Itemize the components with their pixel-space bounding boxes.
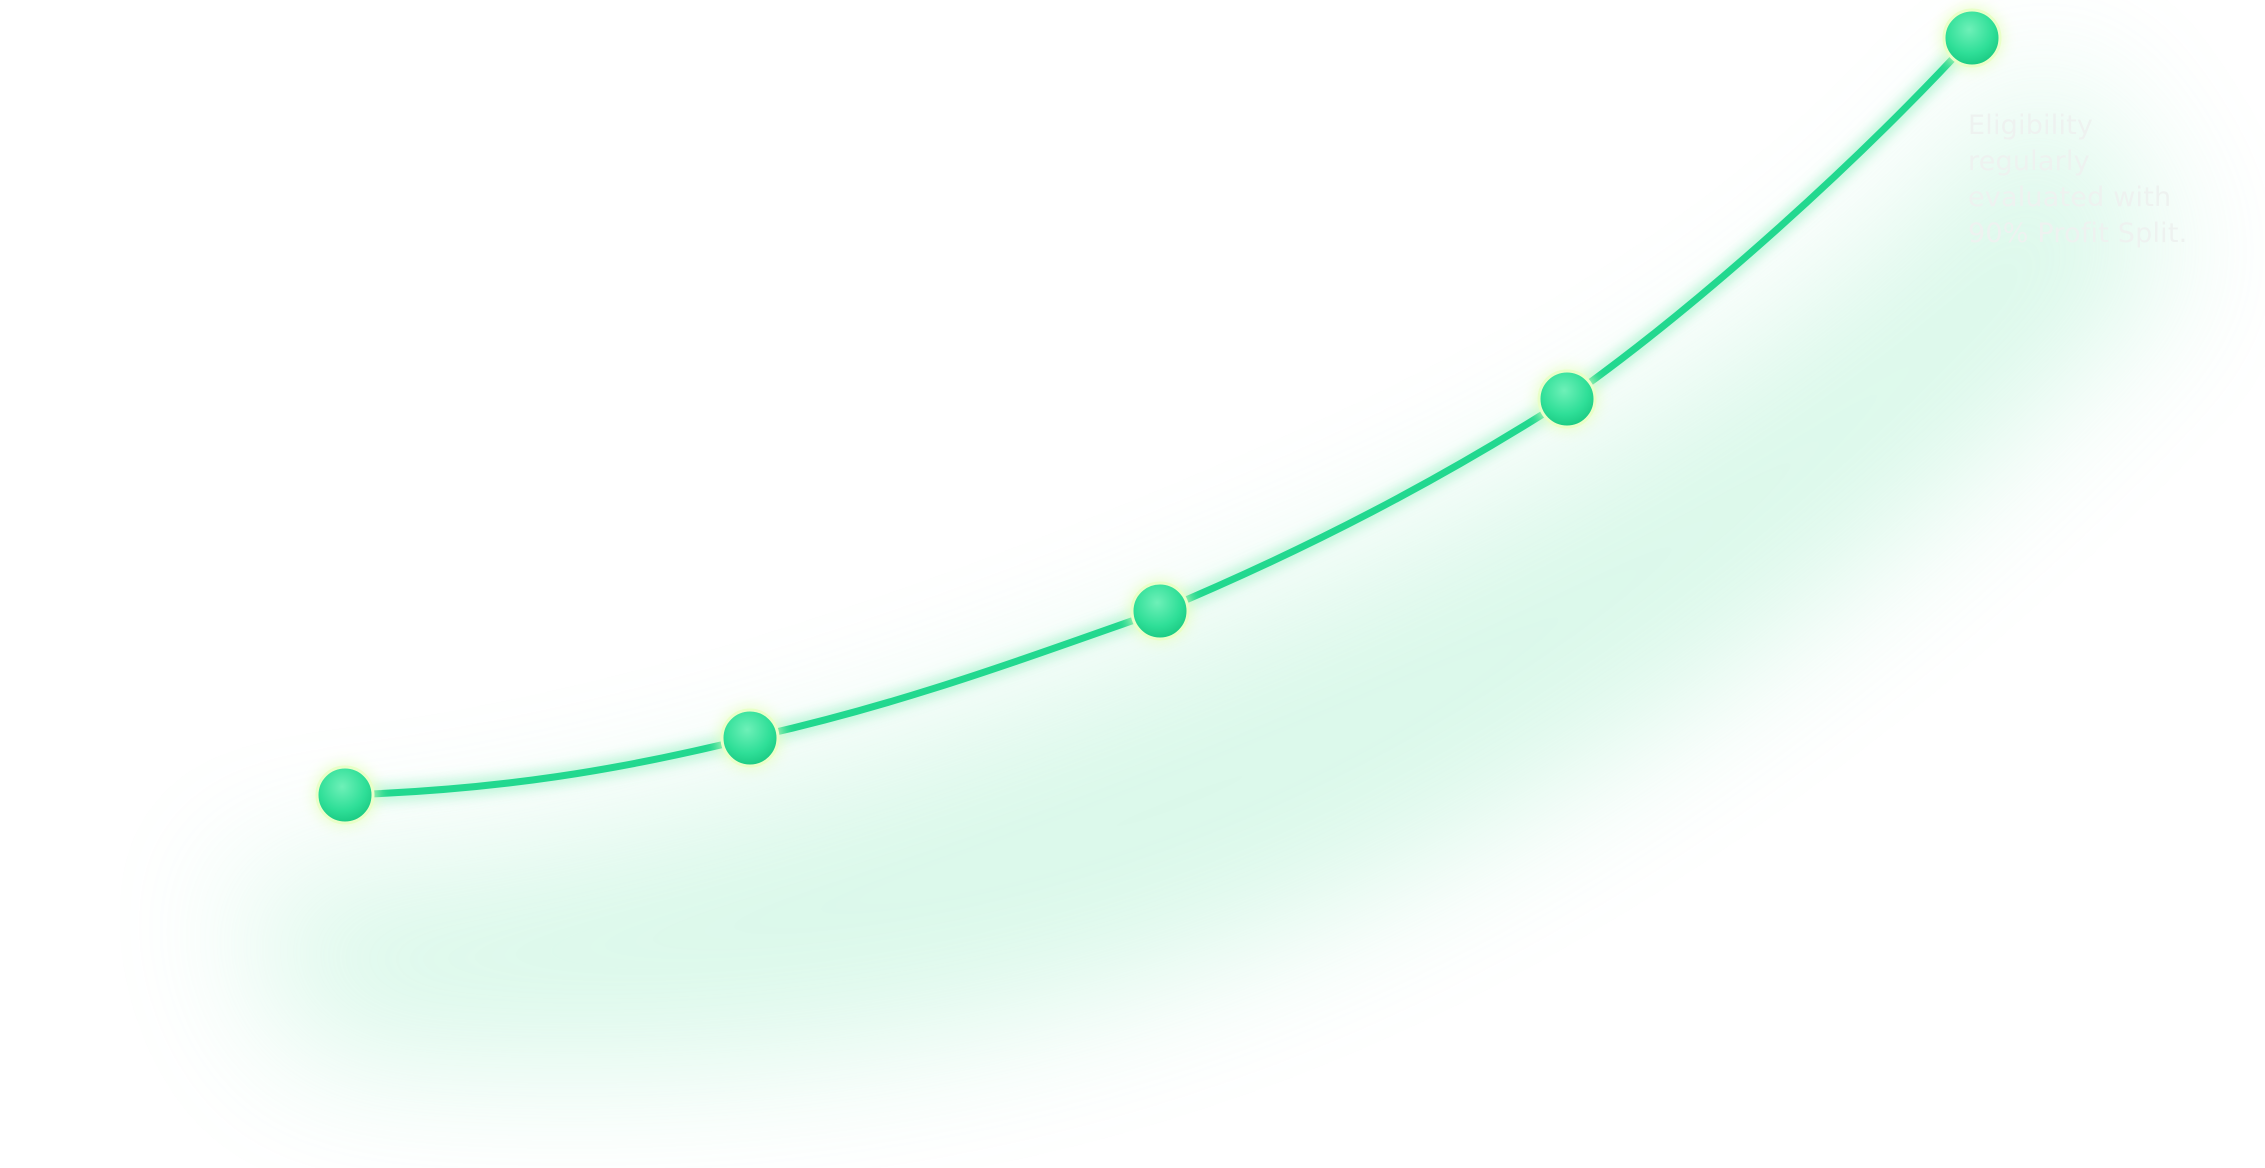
curve-halo [230, 60, 2180, 1068]
step-node-2 [717, 705, 783, 771]
step-node-4 [1534, 366, 1600, 432]
step-node-3 [1127, 578, 1193, 644]
step-nodes [312, 5, 2005, 828]
final-step-text: Eligibility regularly evaluated with 90%… [1968, 110, 2188, 249]
step-node-1 [312, 762, 378, 828]
step-node-5 [1939, 5, 2005, 71]
